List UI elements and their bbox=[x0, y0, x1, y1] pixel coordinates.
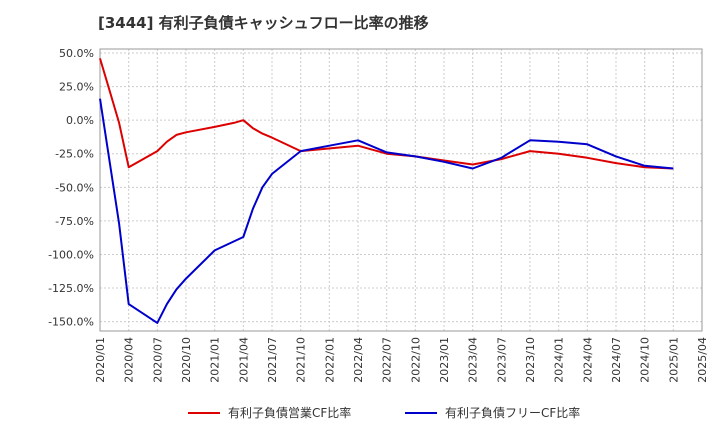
x-tick-label: 2021/04 bbox=[237, 337, 250, 383]
y-tick-label: -150.0% bbox=[48, 316, 94, 329]
x-tick-label: 2023/01 bbox=[438, 337, 451, 383]
x-tick-label: 2025/04 bbox=[696, 337, 709, 383]
x-tick-label: 2022/07 bbox=[381, 337, 394, 383]
x-tick-label: 2021/10 bbox=[295, 337, 308, 383]
y-tick-label: -50.0% bbox=[55, 181, 94, 194]
x-tick-label: 2022/10 bbox=[409, 337, 422, 383]
x-tick-label: 2024/01 bbox=[553, 337, 566, 383]
x-tick-label: 2024/07 bbox=[610, 337, 623, 383]
x-tick-label: 2024/04 bbox=[581, 337, 594, 383]
plot-area-border bbox=[99, 48, 703, 332]
x-tick-label: 2024/10 bbox=[639, 337, 652, 383]
x-tick-label: 2020/10 bbox=[180, 337, 193, 383]
x-tick-label: 2020/07 bbox=[151, 337, 164, 383]
x-tick-label: 2022/01 bbox=[323, 337, 336, 383]
y-tick-label: 25.0% bbox=[59, 81, 94, 94]
legend-label: 有利子負債フリーCF比率 bbox=[445, 405, 580, 420]
y-tick-label: 0.0% bbox=[66, 114, 94, 127]
x-tick-label: 2022/04 bbox=[352, 337, 365, 383]
x-tick-label: 2020/04 bbox=[123, 337, 136, 383]
chart-title: [3444] 有利子負債キャッシュフロー比率の推移 bbox=[98, 14, 429, 32]
x-tick-label: 2025/01 bbox=[667, 337, 680, 383]
series-line bbox=[99, 98, 674, 324]
legend-label: 有利子負債営業CF比率 bbox=[228, 405, 351, 420]
x-tick-label: 2020/01 bbox=[94, 337, 107, 383]
y-tick-label: -100.0% bbox=[48, 248, 94, 261]
x-tick-label: 2023/10 bbox=[524, 337, 537, 383]
y-tick-label: -125.0% bbox=[48, 282, 94, 295]
y-tick-label: 50.0% bbox=[59, 47, 94, 60]
y-tick-label: -25.0% bbox=[55, 148, 94, 161]
x-tick-label: 2021/07 bbox=[266, 337, 279, 383]
y-tick-label: -75.0% bbox=[55, 215, 94, 228]
x-tick-label: 2023/04 bbox=[467, 337, 480, 383]
x-tick-label: 2021/01 bbox=[209, 337, 222, 383]
x-tick-label: 2023/07 bbox=[495, 337, 508, 383]
series-line bbox=[99, 58, 674, 170]
